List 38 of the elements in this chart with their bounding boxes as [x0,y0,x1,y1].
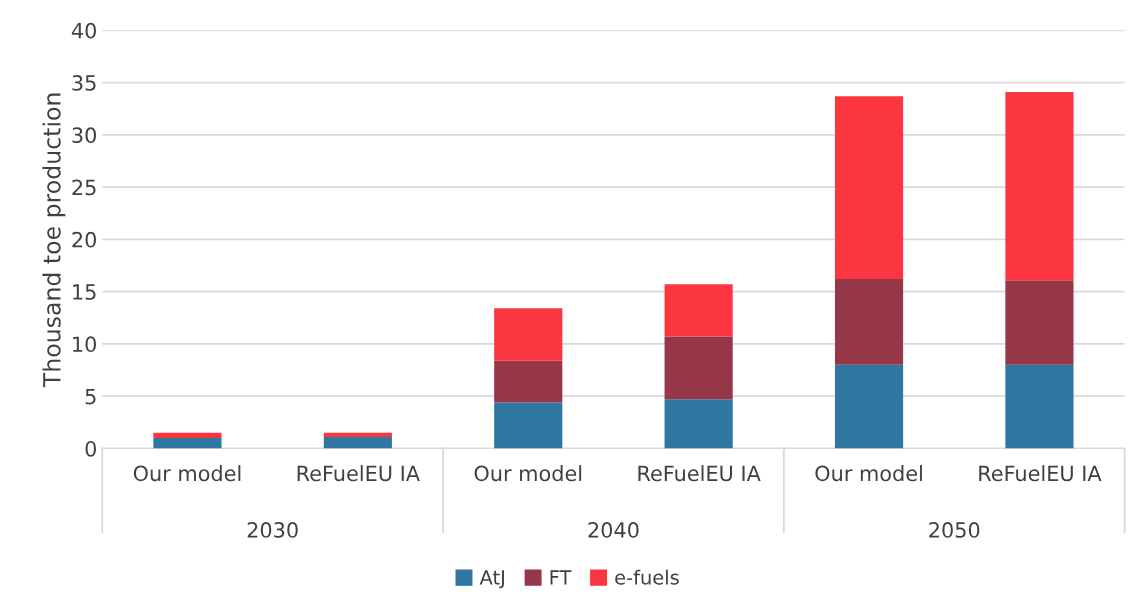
y-tick-label: 10 [73,336,96,353]
x-tick-label: Our model [815,465,922,482]
bar [153,437,222,449]
text: 2040 [588,522,639,538]
bar [323,432,392,437]
bar [664,284,733,337]
bar [494,402,563,449]
y-axis-title: Thousand toe production [42,93,66,388]
bar [664,399,733,449]
legend-label: e-fuels [615,569,679,585]
bar [834,364,904,449]
x-tick-label: ReFuelEU IA [638,465,761,482]
bar [834,96,904,280]
y-tick-label: 35 [72,75,96,91]
y-tick-label: 5 [85,388,96,405]
legend-label: AtJ [479,570,504,589]
bar [153,432,222,438]
y-tick-label: 20 [72,231,96,248]
bar [494,360,563,403]
y-tick-label: 25 [72,179,96,196]
bar [834,279,904,365]
bar [1005,91,1074,281]
text: 2030 [247,522,298,538]
x-tick-label: Our model [133,465,241,482]
bar [1005,280,1074,365]
y-tick-label: 0 [85,440,96,457]
bar [1005,364,1074,449]
bar [494,308,563,361]
legend-label: FT [550,570,572,585]
x-tick-label: ReFuelEU IA [297,465,420,482]
y-tick-label: 15 [73,284,96,300]
y-tick-label: 30 [72,127,96,144]
bar [323,436,392,449]
x-tick-label: Our model [474,465,582,482]
text: 2050 [929,522,980,538]
y-tick-label: 40 [71,22,96,39]
x-tick-label: ReFuelEU IA [979,465,1102,482]
bar [664,336,733,400]
